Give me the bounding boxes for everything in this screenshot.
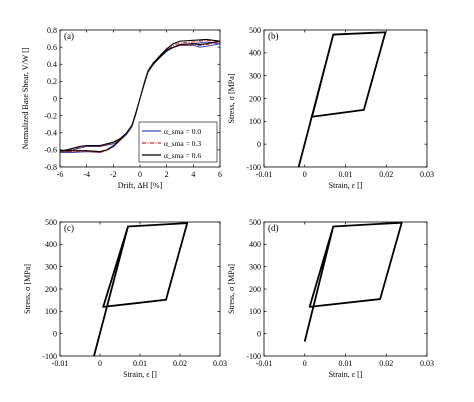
x-axis-label: Drift, ΔH [%]: [118, 181, 163, 190]
y-tick-label: 200: [45, 285, 57, 294]
y-tick-label: -100: [42, 352, 57, 361]
legend-entry: α_sma = 0.0: [164, 127, 201, 136]
chart-panel-1: -0.01 0 0.01 0.02 0.03 -100 0 100 200 300 400 500 St…: [227, 26, 434, 190]
panel-label: (b): [268, 31, 279, 41]
panel-label: (a): [64, 31, 74, 41]
y-tick-label: 0.2: [47, 77, 57, 86]
series-line-0-1: [59, 39, 221, 153]
y-tick-label: 100: [45, 307, 57, 316]
y-tick-label: 0: [53, 94, 57, 103]
y-tick-label: 500: [249, 218, 261, 227]
x-tick-label: 0.03: [420, 359, 434, 368]
panel-label: (d): [268, 223, 279, 233]
x-tick-label: 0.03: [213, 359, 227, 368]
y-tick-label: 0.6: [47, 43, 57, 52]
y-tick-label: 400: [249, 49, 261, 58]
x-tick-label: -0.01: [52, 359, 69, 368]
y-axis-label: Stress, σ [MPa]: [227, 73, 236, 123]
x-tick-label: 0.01: [339, 170, 353, 179]
y-tick-label: 300: [249, 71, 261, 80]
x-tick-label: 0.02: [173, 359, 187, 368]
y-tick-label: -0.4: [44, 129, 57, 138]
plot-frame: [263, 221, 428, 357]
y-tick-label: 200: [249, 94, 261, 103]
y-tick-label: -100: [246, 163, 261, 172]
chart-panel-0: -6 -4 -2 0 2 4 6 -0.8 -0.6 -0.4 -0.2 0 0.2 0.4 0.6 0.8 D…: [21, 26, 222, 190]
x-tick-label: 4: [191, 170, 195, 179]
y-tick-label: 500: [45, 218, 57, 227]
y-tick-label: 0: [53, 329, 57, 338]
chart-panel-3: -0.01 0 0.01 0.02 0.03 -100 0 100 200 300 400 500 St…: [227, 218, 434, 379]
y-tick-label: 300: [45, 262, 57, 271]
x-tick-label: 0: [303, 359, 307, 368]
x-tick-label: 0.01: [133, 359, 147, 368]
x-tick-label: 0.02: [379, 359, 393, 368]
y-tick-label: -0.6: [44, 146, 57, 155]
y-tick-label: 500: [249, 26, 261, 35]
x-tick-label: -0.01: [256, 170, 273, 179]
x-tick-label: 6: [218, 170, 222, 179]
x-axis-label: Strain, ε []: [329, 370, 363, 379]
y-axis-label: Stress, σ [MPa]: [227, 264, 236, 314]
y-axis-label: Stress, σ [MPa]: [23, 264, 32, 314]
series-line-1-0: [297, 31, 387, 168]
x-axis-label: Strain, ε []: [329, 181, 363, 190]
y-tick-label: 100: [249, 117, 261, 126]
x-tick-label: 0.02: [379, 170, 393, 179]
x-tick-label: 0: [138, 170, 142, 179]
series-line-0-2: [59, 38, 221, 153]
x-axis-label: Strain, ε []: [123, 370, 157, 379]
x-tick-label: 2: [165, 170, 169, 179]
x-tick-label: 0.03: [420, 170, 434, 179]
y-tick-label: 0.8: [47, 26, 57, 35]
y-tick-label: 400: [249, 240, 261, 249]
plot-frame: [263, 29, 428, 168]
chart-panel-2: -0.01 0 0.01 0.02 0.03 -100 0 100 200 300 400 500 St…: [23, 218, 227, 379]
x-tick-label: 0: [303, 170, 307, 179]
panel-label: (c): [64, 223, 74, 233]
y-tick-label: -0.2: [44, 111, 57, 120]
plot-frame: [59, 221, 221, 357]
y-tick-label: 0: [257, 140, 261, 149]
x-tick-label: 0.01: [339, 359, 353, 368]
y-tick-label: 0: [257, 329, 261, 338]
series-line-2-0: [93, 222, 189, 357]
x-tick-label: -6: [57, 170, 64, 179]
legend-entry: α_sma = 0.6: [164, 151, 201, 160]
y-tick-label: 400: [45, 240, 57, 249]
y-tick-label: -100: [246, 352, 261, 361]
legend-entry: α_sma = 0.3: [164, 139, 201, 148]
y-tick-label: 300: [249, 262, 261, 271]
series-line-3-0: [303, 221, 403, 342]
x-tick-label: 0: [98, 359, 102, 368]
x-tick-label: -0.01: [256, 359, 273, 368]
y-axis-label: Normalized Base Shear, V/W []: [21, 47, 30, 149]
y-tick-label: -0.8: [44, 163, 57, 172]
y-tick-label: 0.4: [47, 60, 57, 69]
y-tick-label: 100: [249, 307, 261, 316]
x-tick-label: -4: [83, 170, 90, 179]
y-tick-label: 200: [249, 285, 261, 294]
x-tick-label: -2: [110, 170, 117, 179]
